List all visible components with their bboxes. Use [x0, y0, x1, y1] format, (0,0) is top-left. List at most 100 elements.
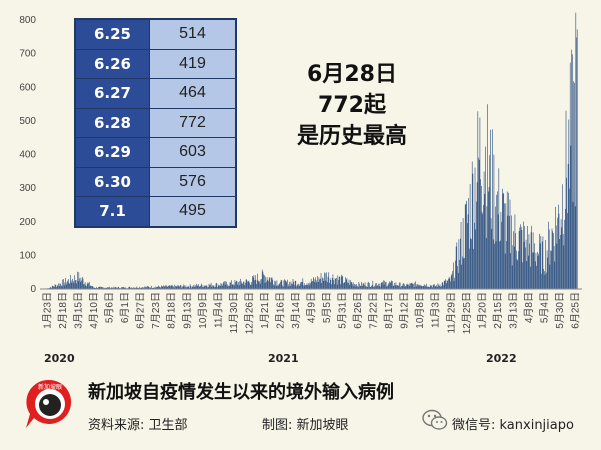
- table-date-cell: 6.27: [74, 78, 150, 109]
- case-bar: [166, 285, 167, 289]
- case-bar: [522, 262, 523, 289]
- case-bar: [55, 284, 57, 289]
- case-bar: [397, 285, 398, 289]
- case-bar: [118, 286, 120, 289]
- case-bar: [139, 286, 141, 289]
- case-bar: [461, 264, 463, 289]
- y-tick-label: 800: [19, 15, 36, 26]
- case-bar: [422, 286, 423, 289]
- case-bar: [350, 282, 352, 289]
- case-bar: [524, 225, 526, 289]
- case-bar: [557, 217, 558, 289]
- case-bar: [399, 282, 401, 289]
- case-bar: [191, 287, 192, 289]
- case-bar: [436, 285, 437, 289]
- x-tick-label: 5月30日: [554, 292, 566, 329]
- case-bar: [341, 274, 342, 289]
- y-tick-label: 0: [30, 284, 36, 295]
- case-bar: [482, 213, 484, 289]
- case-bar: [564, 219, 565, 289]
- x-tick-label: 5月4日: [538, 292, 550, 323]
- case-bar: [420, 285, 421, 289]
- case-bar: [266, 277, 268, 289]
- case-bar: [193, 285, 194, 289]
- case-bar: [79, 281, 81, 289]
- case-bar: [544, 271, 545, 289]
- table-value-cell: 772: [149, 107, 237, 138]
- table-value-cell: 514: [149, 18, 237, 50]
- case-bar: [383, 280, 384, 289]
- case-bar: [250, 284, 252, 289]
- case-bar: [401, 285, 402, 289]
- case-bar: [93, 287, 94, 289]
- case-bar: [256, 283, 257, 289]
- case-bar: [571, 49, 572, 290]
- case-bar: [77, 280, 79, 289]
- case-bar: [317, 276, 318, 289]
- table-date-cell: 6.25: [74, 18, 150, 50]
- case-bar: [394, 282, 395, 289]
- case-bar: [469, 184, 471, 289]
- case-bar: [244, 285, 246, 289]
- case-bar: [313, 278, 315, 289]
- case-bar: [301, 281, 302, 289]
- case-bar: [98, 286, 100, 289]
- case-bar: [277, 285, 278, 289]
- case-bar: [389, 281, 390, 289]
- case-bar: [58, 283, 59, 289]
- chart-bars: [47, 12, 578, 290]
- case-bar: [220, 283, 222, 289]
- case-bar: [485, 238, 487, 289]
- case-bar: [411, 283, 413, 289]
- case-bar: [543, 268, 544, 289]
- x-tick-label: 9月12日: [399, 292, 411, 329]
- case-bar: [322, 278, 324, 289]
- case-bar: [221, 284, 222, 289]
- case-bar: [490, 218, 492, 289]
- case-bar: [455, 246, 457, 289]
- case-bar: [428, 286, 430, 289]
- case-bar: [353, 286, 355, 289]
- case-bar: [546, 250, 548, 289]
- case-bar: [369, 283, 370, 289]
- case-bar: [59, 283, 61, 289]
- case-bar: [363, 283, 365, 289]
- case-bar: [395, 282, 397, 289]
- case-bar: [289, 281, 290, 289]
- case-bar: [341, 276, 343, 289]
- case-bar: [446, 280, 448, 289]
- case-bar: [436, 286, 438, 289]
- case-bar: [435, 285, 437, 289]
- case-bar: [407, 283, 409, 289]
- case-bar: [364, 284, 365, 289]
- case-bar: [222, 285, 223, 289]
- case-bar: [280, 279, 282, 289]
- case-bar: [161, 285, 162, 289]
- case-bar: [413, 283, 414, 289]
- case-bar: [562, 234, 564, 289]
- case-bar: [184, 285, 185, 289]
- case-bar: [514, 214, 516, 289]
- case-bar: [502, 188, 503, 289]
- x-tick-label: 8月17日: [383, 292, 395, 329]
- y-axis: 0 100 200 300 400 500 600 700 800: [19, 15, 36, 295]
- case-bar: [280, 281, 281, 289]
- case-bar: [89, 285, 91, 289]
- case-bar: [375, 283, 376, 289]
- case-bar: [511, 265, 513, 289]
- case-bar: [410, 283, 411, 289]
- case-bar: [219, 285, 221, 289]
- case-bar: [510, 253, 512, 289]
- case-bar: [159, 286, 160, 289]
- case-bar: [222, 283, 224, 289]
- case-bar: [486, 206, 488, 289]
- case-bar: [393, 285, 395, 289]
- case-bar: [551, 228, 553, 289]
- case-bar: [366, 286, 367, 289]
- case-bar: [560, 219, 562, 289]
- case-bar: [332, 274, 334, 289]
- case-bar: [427, 286, 428, 289]
- case-bar: [121, 287, 122, 289]
- case-bar: [464, 257, 465, 289]
- x-tick-label: 10月8日: [414, 292, 426, 329]
